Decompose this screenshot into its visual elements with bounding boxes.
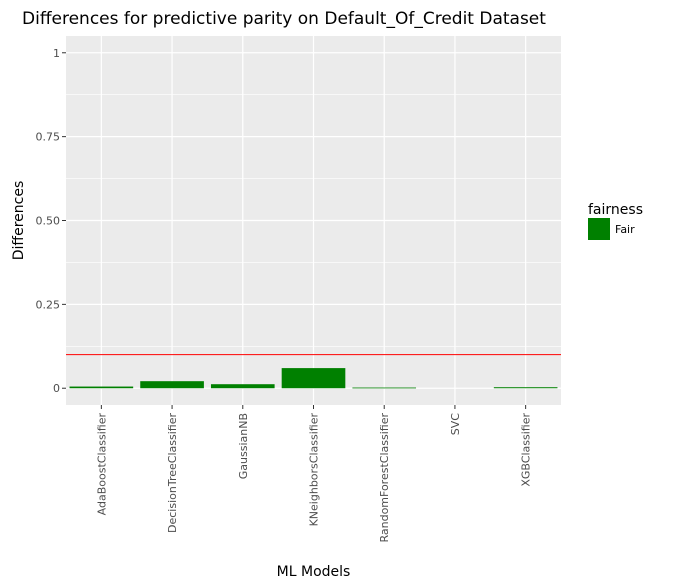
bar-DecisionTreeClassifier xyxy=(140,381,204,389)
bar-XGBClassifier xyxy=(493,387,558,389)
x-tick-label: DecisionTreeClassifier xyxy=(166,413,179,533)
bar-AdaBoostClassifier xyxy=(69,386,134,389)
bar-KNeighborsClassifier xyxy=(281,368,346,389)
bar-RandomForestClassifier xyxy=(352,387,417,389)
legend-title: fairness xyxy=(588,202,643,218)
legend-label: Fair xyxy=(615,223,635,236)
y-axis-title: Differences xyxy=(11,181,27,260)
legend-entries: Fair xyxy=(588,218,635,240)
bars xyxy=(69,368,558,389)
x-tick-label: KNeighborsClassifier xyxy=(308,413,321,527)
y-tick-label: 0.50 xyxy=(36,215,61,228)
x-axis-title: ML Models xyxy=(277,564,351,580)
x-tick-label: RandomForestClassifier xyxy=(378,413,391,543)
x-tick-label: SVC xyxy=(449,413,462,436)
y-tick-label: 0 xyxy=(53,382,60,395)
y-axis-ticks: 0 0.25 0.50 0.75 1 xyxy=(36,47,66,395)
gridlines xyxy=(66,36,561,405)
x-tick-label: XGBClassifier xyxy=(520,413,533,487)
legend: fairness Fair xyxy=(588,202,643,240)
legend-key xyxy=(588,218,610,240)
x-tick-label: AdaBoostClassifier xyxy=(95,413,108,516)
y-tick-label: 0.25 xyxy=(36,298,61,311)
x-tick-label: GaussianNB xyxy=(237,413,250,479)
y-tick-label: 0.75 xyxy=(36,131,61,144)
chart-title: Differences for predictive parity on Def… xyxy=(22,9,546,29)
y-tick-label: 1 xyxy=(53,47,60,60)
bar-GaussianNB xyxy=(210,384,275,389)
x-axis-ticks: AdaBoostClassifier DecisionTreeClassifier… xyxy=(95,405,533,543)
